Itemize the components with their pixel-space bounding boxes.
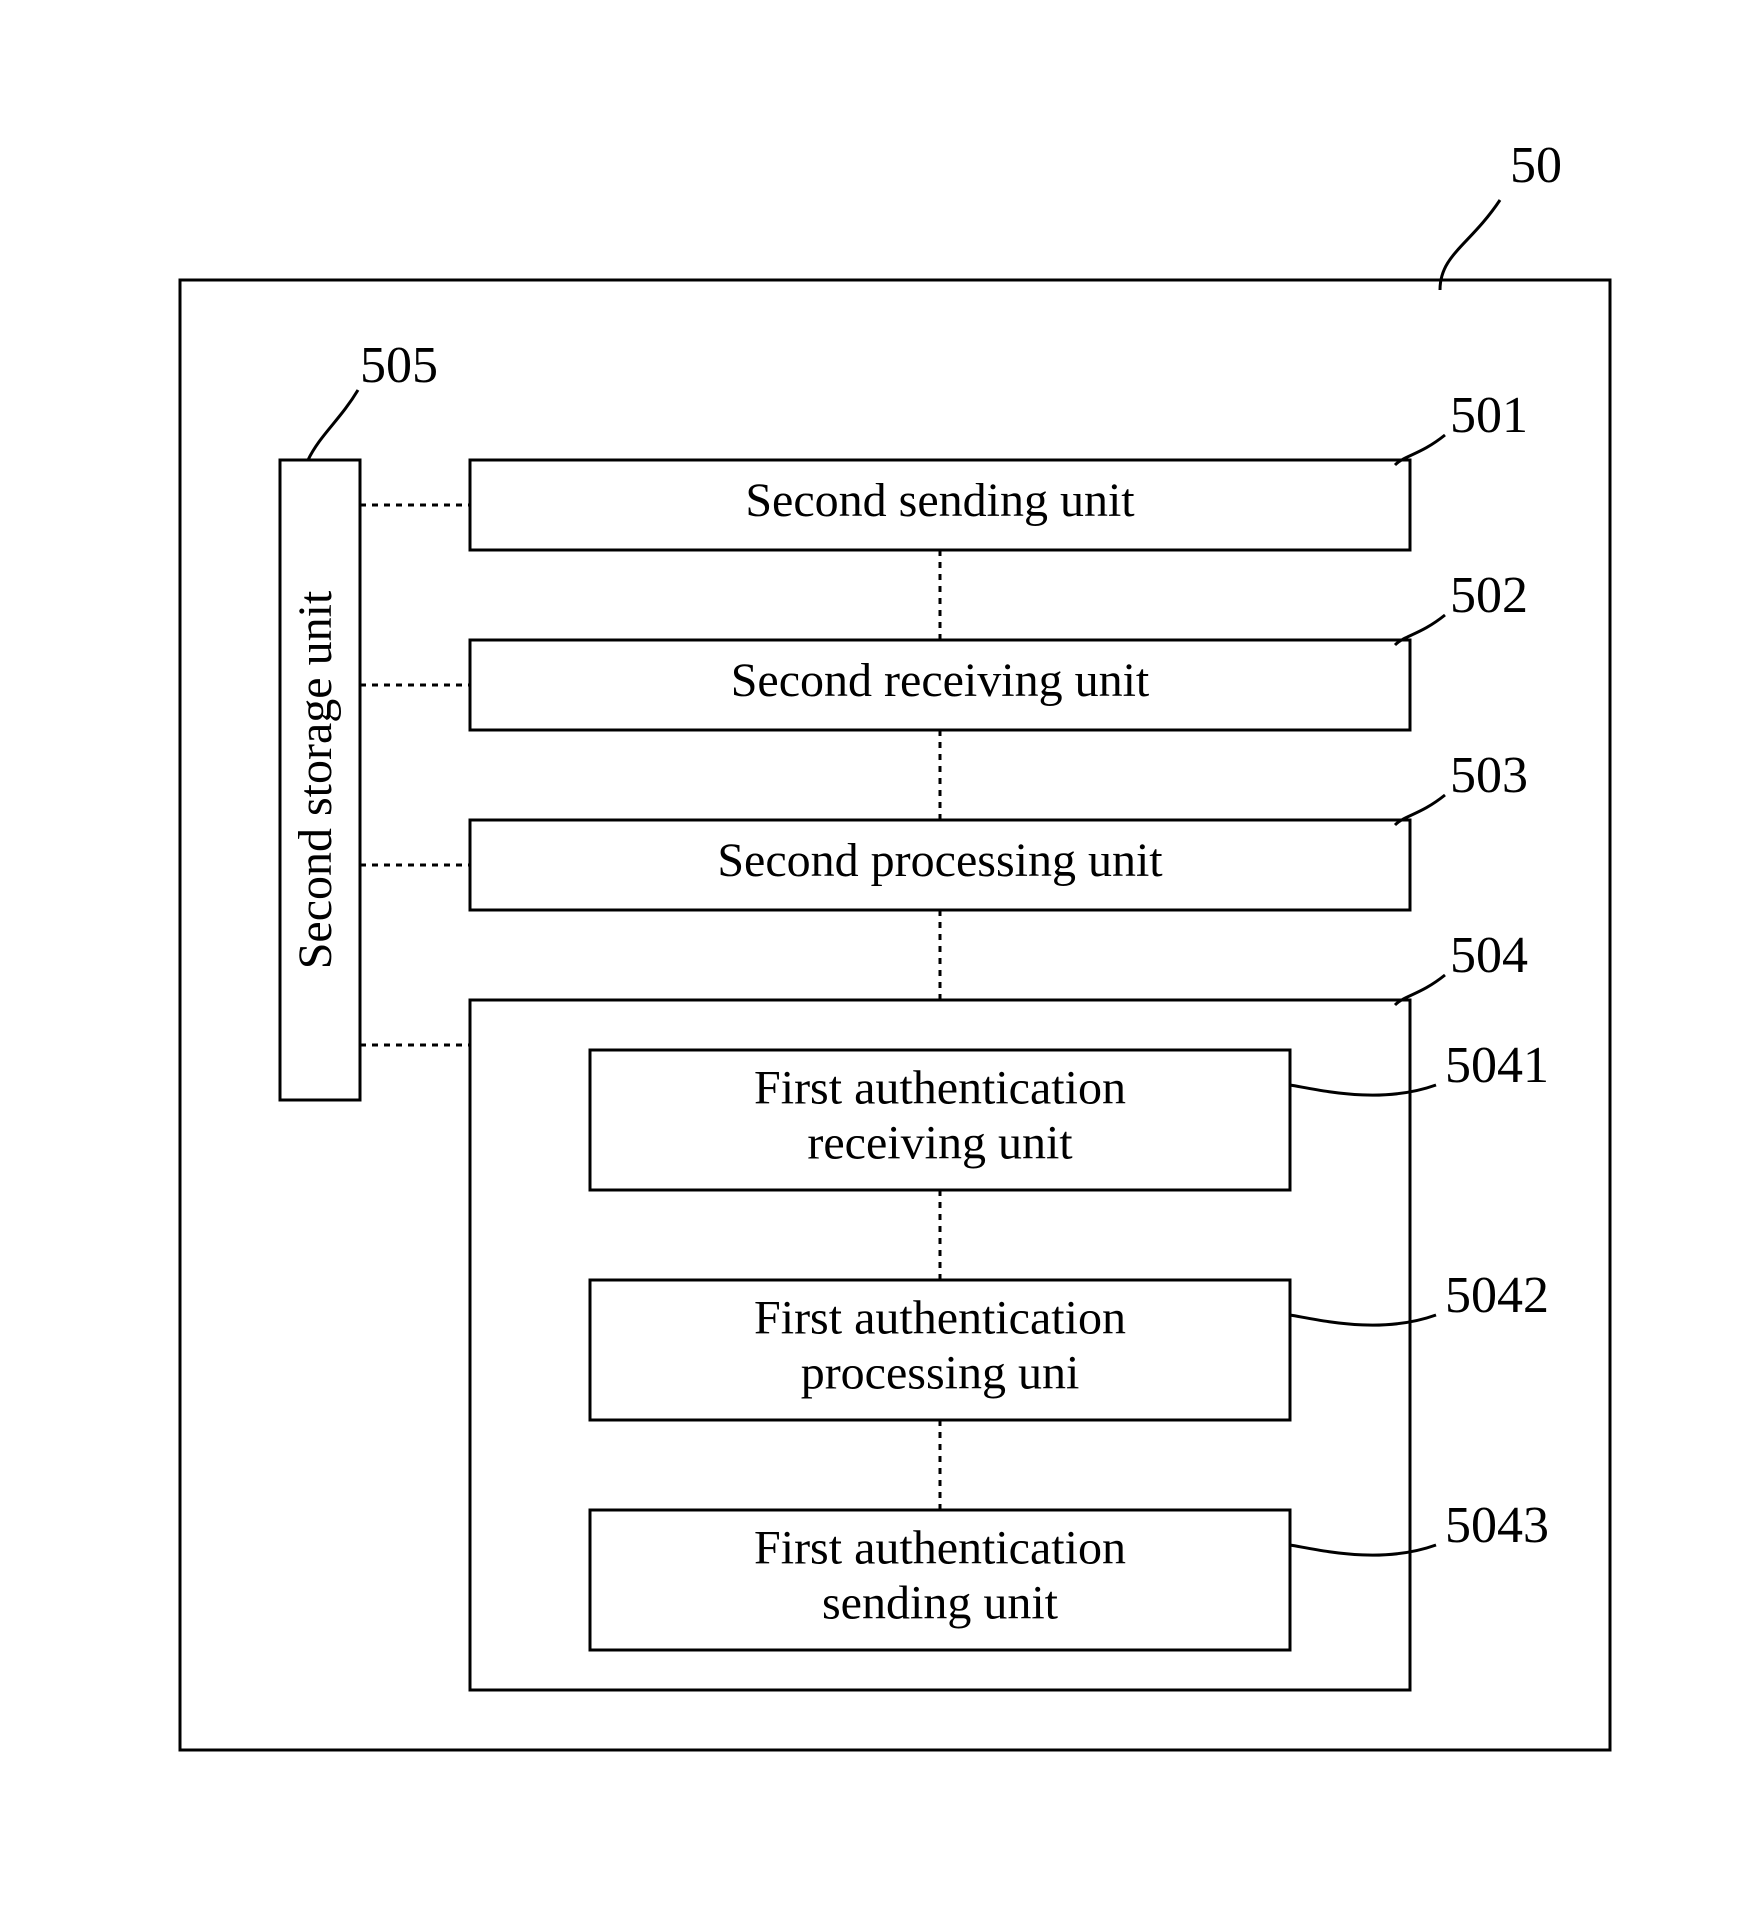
unit-502-ref: 502 — [1450, 567, 1528, 624]
auth-unit-5041-line-1: receiving unit — [807, 1117, 1073, 1170]
auth-unit-5043-line-0: First authentication — [754, 1521, 1126, 1574]
auth-container-ref: 504 — [1450, 927, 1528, 984]
unit-503-label: Second processing unit — [717, 834, 1163, 887]
auth-unit-5042-ref: 5042 — [1445, 1267, 1549, 1324]
auth-unit-5043-line-1: sending unit — [822, 1577, 1059, 1630]
storage-ref-label: 505 — [360, 337, 438, 394]
auth-unit-5041-ref: 5041 — [1445, 1037, 1549, 1094]
outer-ref-leader — [1440, 200, 1500, 290]
auth-unit-5043-ref: 5043 — [1445, 1497, 1549, 1554]
outer-ref-label: 50 — [1510, 137, 1562, 194]
unit-501-label: Second sending unit — [745, 474, 1135, 527]
auth-unit-5041-line-0: First authentication — [754, 1061, 1126, 1114]
second-storage-unit-label: Second storage unit — [289, 590, 342, 969]
auth-unit-5042-line-1: processing uni — [801, 1347, 1080, 1400]
unit-502-label: Second receiving unit — [731, 654, 1150, 707]
unit-501-ref: 501 — [1450, 387, 1528, 444]
unit-503-ref: 503 — [1450, 747, 1528, 804]
auth-unit-5042-line-0: First authentication — [754, 1291, 1126, 1344]
